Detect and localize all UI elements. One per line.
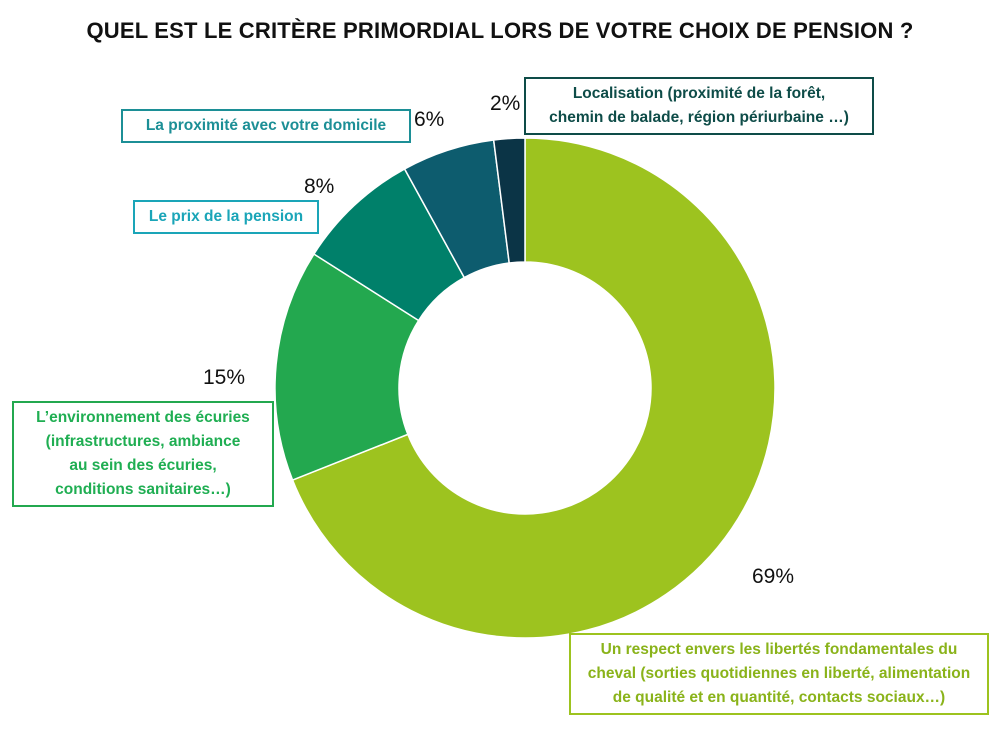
value-label-localisation: 2%	[490, 92, 521, 115]
category-text-prix: Le prix de la pension	[148, 208, 304, 225]
category-label-proximite: La proximité avec votre domicile	[121, 109, 411, 143]
category-label-prix: Le prix de la pension	[133, 200, 319, 234]
value-label-prix: 8%	[304, 175, 335, 198]
slice-environnement	[274, 253, 420, 482]
category-text-proximite: La proximité avec votre domicile	[145, 117, 387, 134]
value-label-libertes: 69%	[752, 565, 795, 588]
chart-title: QUEL EST LE CRITÈRE PRIMORDIAL LORS DE V…	[86, 18, 914, 43]
category-text-environnement: L’environnement des écuries (infrastruct…	[36, 409, 250, 498]
category-label-environnement: L’environnement des écuries (infrastruct…	[12, 401, 274, 507]
value-label-environnement: 15%	[203, 366, 246, 389]
category-label-libertes: Un respect envers les libertés fondament…	[569, 633, 989, 715]
category-label-localisation: Localisation (proximité de la forêt, che…	[524, 77, 874, 135]
slice-libertes	[291, 137, 776, 639]
category-text-localisation: Localisation (proximité de la forêt, che…	[549, 85, 849, 126]
value-label-proximite: 6%	[414, 108, 445, 131]
slice-localisation	[492, 137, 526, 264]
category-text-libertes: Un respect envers les libertés fondament…	[587, 641, 971, 706]
